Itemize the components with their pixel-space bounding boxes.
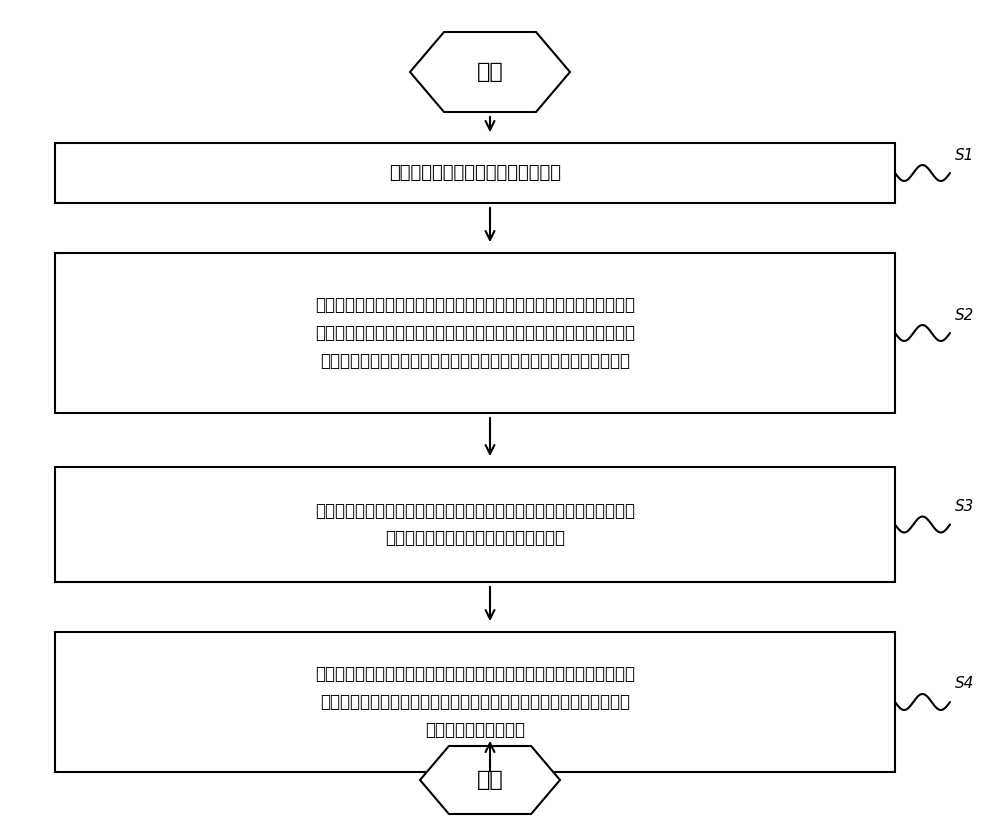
Text: 根据时序曲线信号，选取不同负载作为基线信号和目标信号并构建偏离图
，基于负载差分析方法，通过目标信号与基线信号的偏离值及变化规律
判断是否存在老化现象: 根据时序曲线信号，选取不同负载作为基线信号和目标信号并构建偏离图 ，基于负载差分… (315, 665, 635, 739)
Text: 开始: 开始 (477, 62, 503, 82)
Text: S2: S2 (955, 308, 974, 323)
Polygon shape (410, 32, 570, 112)
Text: 结束: 结束 (477, 770, 503, 790)
Text: S1: S1 (955, 148, 974, 163)
Text: S3: S3 (955, 499, 974, 514)
Text: 利用监视工具定期收集多个老化变量，采用降维方法对关键变量进行化简
，通过减少多重共线性来对老化趋势进行线性估计，并运用非参数斯皮尔
曼秩相关系数方法对老化变量进: 利用监视工具定期收集多个老化变量，采用降维方法对关键变量进行化简 ，通过减少多重… (315, 296, 635, 369)
Bar (55, 253, 895, 413)
Bar (55, 467, 895, 582)
Bar (55, 143, 895, 203)
Text: S4: S4 (955, 677, 974, 691)
Text: 建立自动化时序分析模型，对筛选出的监视指标进行分析，得到时序曲线
信号，具体为资源指标随时间的变化曲线: 建立自动化时序分析模型，对筛选出的监视指标进行分析，得到时序曲线 信号，具体为资… (315, 502, 635, 548)
Bar (55, 632, 895, 772)
Text: 利用负载生成器对待测软件进行加压: 利用负载生成器对待测软件进行加压 (389, 164, 561, 182)
Polygon shape (420, 746, 560, 814)
